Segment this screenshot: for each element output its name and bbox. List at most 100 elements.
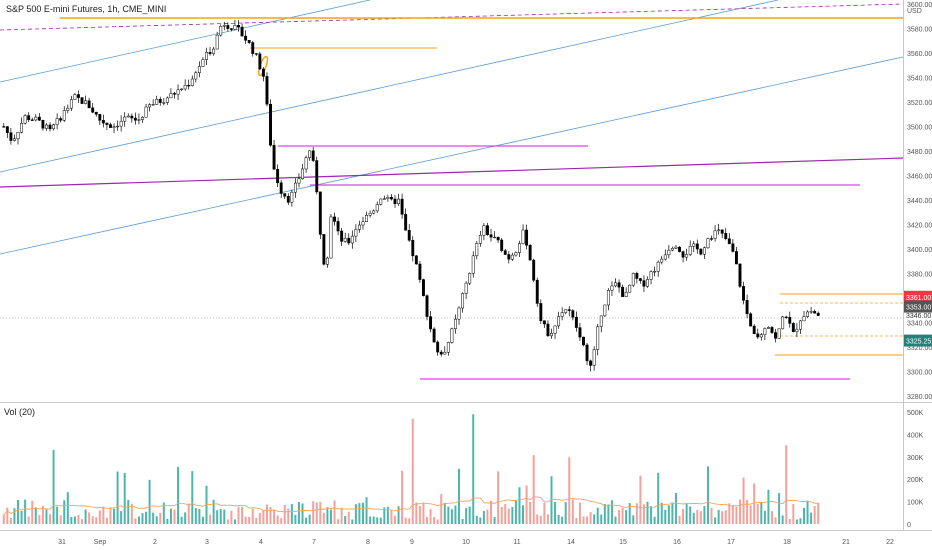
candle-body <box>126 115 130 118</box>
price-badge-bg <box>904 300 932 313</box>
candle-body <box>589 360 593 366</box>
volume-bar <box>347 511 350 524</box>
volume-bar <box>230 510 233 524</box>
purple-trend-line[interactable] <box>0 157 904 188</box>
candle-body <box>215 34 219 50</box>
volume-bar <box>45 509 48 524</box>
candle-body <box>162 102 166 104</box>
volume-bar <box>436 519 439 524</box>
volume-bar <box>354 504 357 524</box>
volume-bar <box>27 516 30 524</box>
candle-body <box>599 315 603 327</box>
candle-body <box>151 104 155 106</box>
volume-bar <box>91 516 94 524</box>
volume-bar <box>539 515 542 524</box>
volume-bar <box>433 517 436 524</box>
candle-body <box>574 316 578 328</box>
volume-bar <box>77 514 80 524</box>
volume-bar <box>130 503 133 524</box>
candle-body <box>2 126 6 128</box>
candle-body <box>34 116 38 121</box>
candle-body <box>208 52 212 54</box>
volume-bar <box>568 457 571 524</box>
volume-bar <box>635 503 638 524</box>
time-tick-label: 15 <box>619 539 627 546</box>
candle-body <box>158 98 162 103</box>
volume-bar <box>98 510 101 524</box>
time-axis[interactable]: 31 Sep 2 3 4 7 8 9 10 11 14 15 16 17 18 21 22 <box>58 539 894 546</box>
volume-bar <box>159 512 162 524</box>
channel-line-lower[interactable] <box>0 56 904 255</box>
candle-body <box>713 230 717 239</box>
candle-body <box>84 100 88 104</box>
candle-body <box>340 230 344 242</box>
candle-body <box>365 214 368 223</box>
volume-tick-label: 400K <box>907 432 924 439</box>
volume-bar <box>770 511 773 524</box>
volume-bar <box>703 506 706 524</box>
volume-bar <box>344 515 347 524</box>
candle-body <box>546 323 550 337</box>
candle-body <box>553 325 557 334</box>
price-badge-label: 3325.25 <box>906 339 931 346</box>
candle-body <box>642 280 646 287</box>
candle-body <box>439 351 443 355</box>
volume-bar <box>233 519 236 524</box>
drawing-layer[interactable] <box>0 0 904 380</box>
volume-bar <box>589 512 592 524</box>
volume-bar <box>369 516 372 524</box>
candle-body <box>343 237 347 242</box>
candle-body <box>421 279 425 296</box>
volume-bar <box>312 501 315 524</box>
candle-body <box>510 254 514 260</box>
volume-bar <box>113 508 116 524</box>
volume-bar <box>692 512 695 524</box>
candle-body <box>749 313 753 327</box>
candle-body <box>809 311 813 313</box>
candle-body <box>752 325 756 335</box>
channel-line-upper[interactable] <box>0 0 371 83</box>
candle-body <box>699 248 703 255</box>
volume-bar <box>241 506 244 524</box>
volume-bar <box>237 506 240 524</box>
candle-body <box>681 251 685 258</box>
volume-bar <box>685 504 688 524</box>
time-tick-label: 9 <box>410 539 414 546</box>
candle-body <box>105 122 109 125</box>
candle-body <box>443 351 447 355</box>
volume-bar <box>650 506 653 524</box>
volume-axis[interactable]: 0 100K 200K 300K 400K 500K <box>907 410 924 529</box>
candle-body <box>724 233 728 240</box>
price-tick-label: 3420.00 <box>907 223 932 230</box>
volume-bar <box>177 466 180 524</box>
candle-body <box>393 198 397 205</box>
volume-bar <box>454 505 457 524</box>
candle-body <box>45 124 48 129</box>
price-tick-label: 3580.00 <box>907 27 932 34</box>
volume-bar <box>458 468 461 524</box>
candle-body <box>141 117 144 120</box>
candle-body <box>436 341 440 353</box>
candle-body <box>304 157 308 170</box>
currency-label: USD <box>907 8 922 15</box>
candle-body <box>503 250 507 255</box>
volume-bar <box>593 514 596 524</box>
volume-bar <box>429 509 432 524</box>
candle-body <box>226 25 230 29</box>
volume-bar <box>287 508 290 524</box>
volume-bar <box>646 501 649 524</box>
candle-body <box>375 204 379 212</box>
volume-bar <box>376 517 379 524</box>
candle-body <box>617 282 621 288</box>
candle-body <box>656 261 660 272</box>
volume-bar <box>162 502 165 524</box>
volume-bar <box>73 516 76 524</box>
volume-bar <box>582 516 585 524</box>
volume-bar <box>290 504 293 524</box>
volume-bar <box>251 508 254 524</box>
channel-line-middle[interactable] <box>0 0 779 173</box>
dashed-resistance-line[interactable] <box>0 3 904 31</box>
volume-bar <box>778 493 781 524</box>
price-tick-label: 3280.00 <box>907 394 932 401</box>
